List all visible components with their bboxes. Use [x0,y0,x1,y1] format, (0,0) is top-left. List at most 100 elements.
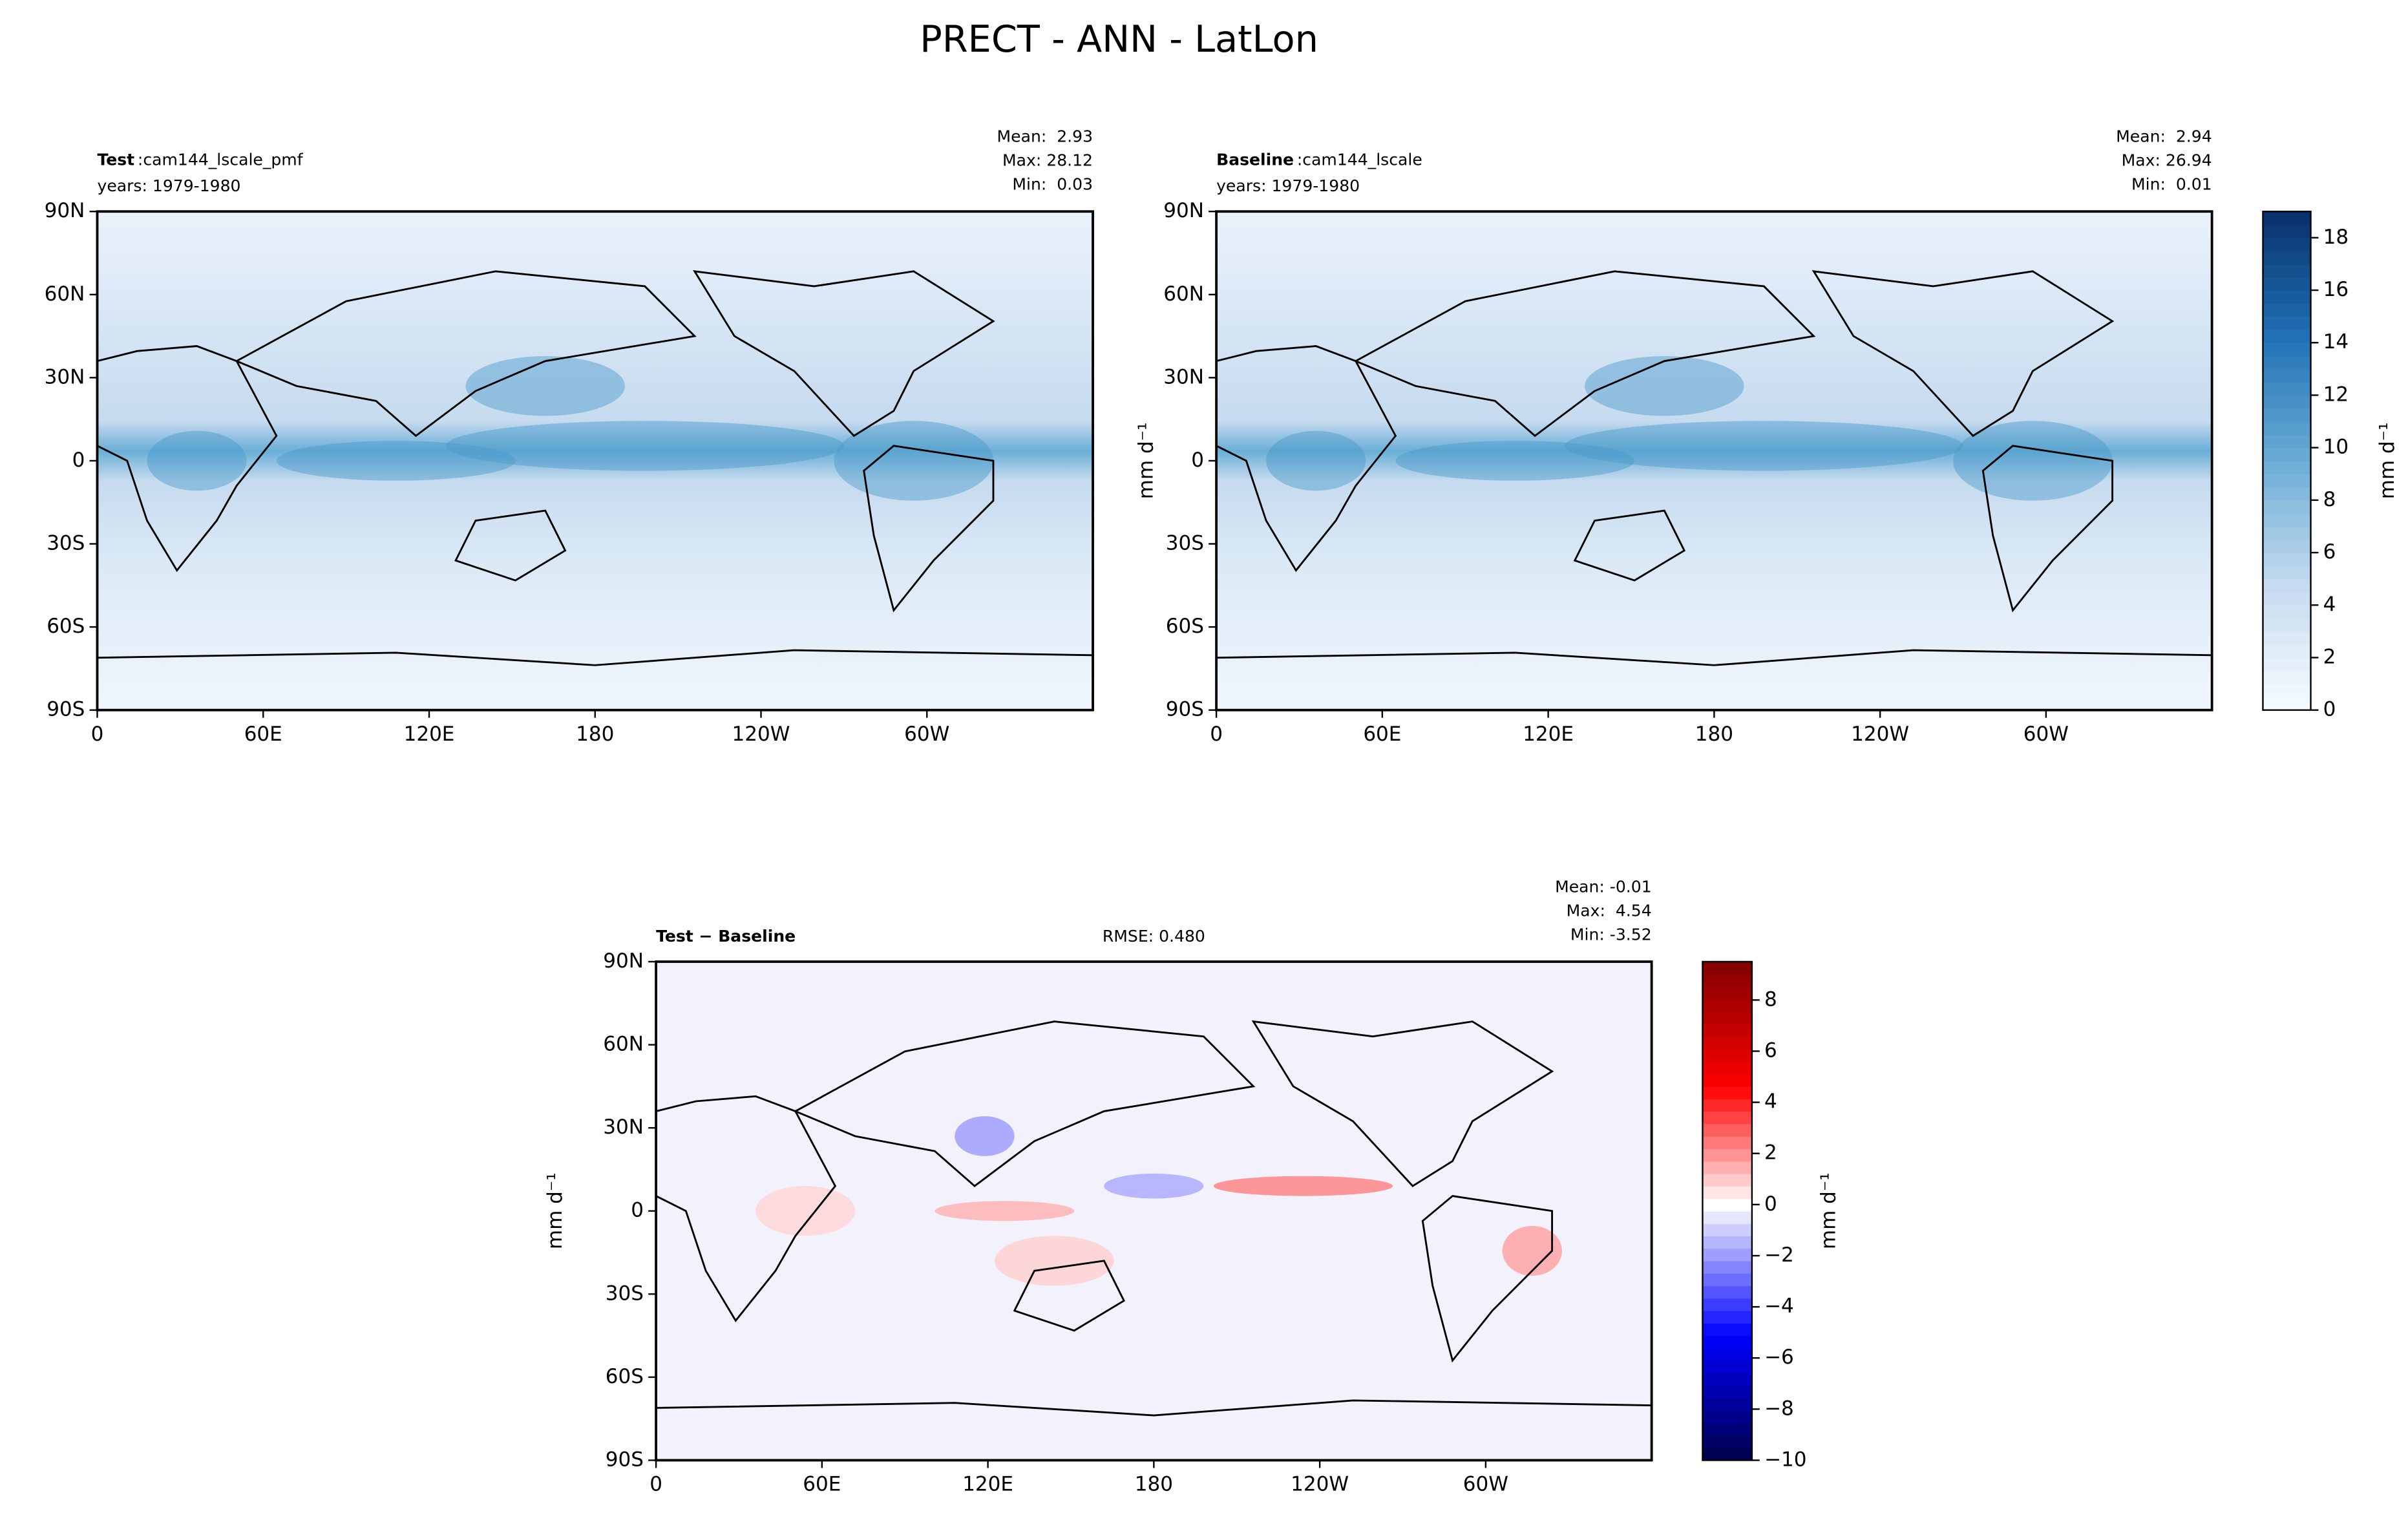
coastline [1251,1020,1554,1188]
colorbar-tick-label: 18 [2323,226,2349,249]
y-tick-label: 60N [1163,282,1204,306]
x-tick-label: 0 [1210,723,1223,746]
diff-blob [935,1201,1075,1221]
panel-stat: Max: 28.12 [1002,151,1093,170]
y-tick-label: 30N [45,365,85,388]
colorbar-band [1702,1422,1752,1436]
map-background [1216,211,2212,710]
colorbar-band [2263,224,2311,238]
colorbar-label: mm d⁻¹ [1817,1172,1840,1249]
x-tick-label: 60E [1363,723,1401,746]
colorbar-band [1702,1036,1752,1050]
diff-blob [1104,1173,1204,1199]
colorbar-band [2263,697,2311,711]
panel-sep: : [1297,150,1302,169]
coastline [1573,509,1686,582]
x-tick-label: 0 [650,1473,662,1496]
coastline [793,1020,1256,1188]
colorbar-band [2263,618,2311,632]
colorbar-band [1702,1360,1752,1374]
colorbar-band [1702,1024,1752,1037]
colorbar-band [2263,447,2311,461]
colorbar-tick-label: 0 [1764,1192,1777,1216]
precip-blob [1585,355,1744,416]
colorbar-band [1702,1136,1752,1150]
colorbar-band [1702,986,1752,1000]
coastline [1981,445,2114,613]
coastline [693,270,995,438]
colorbar-band [1702,1123,1752,1137]
colorbar-band [2263,487,2311,501]
panel-name: :cam144_lscale [1297,150,1422,169]
y-tick-label: 90S [1166,698,1204,721]
colorbar-band [1702,1148,1752,1162]
colorbar-band [2263,277,2311,291]
colorbar-band [2263,460,2311,474]
diff-blob [994,1236,1114,1286]
coastline [863,445,995,613]
map-panel: 0 60E 120E 180 120W 60W 90N 60N 30N 0 30S 60S 90S Bas… [1135,127,2213,746]
colorbar-band [2263,644,2311,659]
colorbar-band [2263,591,2311,606]
colorbar-tick-label: −10 [1764,1448,1807,1471]
diff-blob [1213,1176,1393,1196]
colorbar-band [2263,684,2311,698]
colorbar-band [1702,1099,1752,1112]
panel-stat: Mean: 2.94 [2116,127,2212,146]
colorbar-band [2263,382,2311,396]
colorbar-band [1702,1410,1752,1424]
colorbar-band [2263,513,2311,527]
x-tick-label: 120W [732,723,790,746]
x-tick-label: 60E [244,723,282,746]
coastline [234,270,697,438]
colorbar-tick-label: 2 [1764,1141,1777,1165]
y-tick-label: 30S [606,1282,644,1305]
colorbar-band [2263,500,2311,514]
colorbar-band [2263,605,2311,619]
y-tick-label: 60S [1166,615,1204,638]
colorbar-band [1702,1210,1752,1224]
coastline [1353,270,1816,438]
colorbar-band [1702,1285,1752,1299]
panel-label: Test − Baseline [656,927,796,946]
y-tick-label: 0 [631,1199,644,1222]
colorbar-band [1702,1385,1752,1399]
colorbar-tick-label: 16 [2323,278,2349,301]
colorbar-band [1702,999,1752,1012]
coastline [1811,270,2115,438]
x-tick-label: 120E [404,723,455,746]
y-tick-label: 30S [47,532,85,555]
diff-blob [955,1116,1015,1156]
y-tick-label: 0 [1191,449,1204,472]
colorbar-band [1702,1273,1752,1287]
colorbar-band [1702,1198,1752,1212]
coastline [655,1095,837,1322]
panel-stat: Min: -3.52 [1570,925,1652,944]
colorbar-band [1702,1248,1752,1262]
y-tick-label: 90S [47,698,85,721]
colorbar-band [2263,290,2311,304]
colorbar-band [2263,303,2311,317]
x-tick-label: 120E [1523,723,1574,746]
colorbar-band [2263,474,2311,488]
y-tick-label: 30N [1163,365,1204,388]
panel-years: years: 1979-1980 [97,176,240,195]
coastline [1216,649,2212,666]
colorbar-band [1702,1298,1752,1311]
colorbar-frame [1702,960,1753,1461]
colorbar-band [1702,1323,1752,1337]
y-axis-label: mm d⁻¹ [1135,423,1158,500]
colorbar-frame [2262,211,2312,711]
precip-blob [1565,421,1963,471]
coastline [1215,345,1397,573]
colorbar-band [2263,539,2311,553]
y-tick-label: 90N [603,949,644,973]
x-tick-label: 60W [904,723,949,746]
colorbar-band [1702,1173,1752,1187]
x-tick-label: 180 [1695,723,1733,746]
colorbar-tick-label: 10 [2323,436,2349,459]
precip-blob [1266,430,1366,491]
colorbar-band [1702,1223,1752,1237]
y-tick-label: 90N [45,199,85,222]
